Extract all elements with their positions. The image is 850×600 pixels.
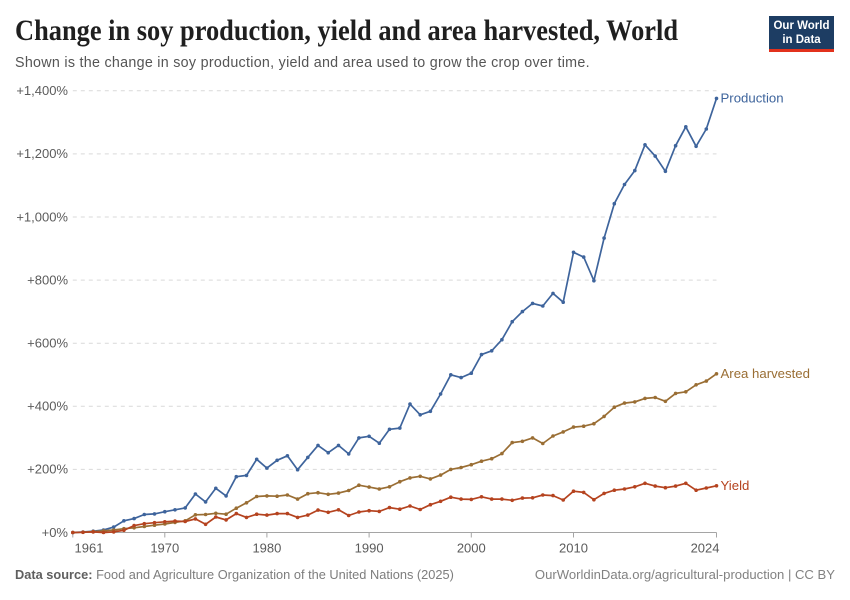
svg-text:Area harvested: Area harvested xyxy=(721,366,810,381)
svg-text:Yield: Yield xyxy=(721,478,750,493)
svg-text:1990: 1990 xyxy=(355,541,384,556)
svg-text:+400%: +400% xyxy=(27,399,68,414)
svg-text:+1,200%: +1,200% xyxy=(16,146,68,161)
svg-text:+1,400%: +1,400% xyxy=(16,83,68,98)
svg-text:+0%: +0% xyxy=(42,525,69,540)
svg-text:1980: 1980 xyxy=(252,541,281,556)
svg-text:1970: 1970 xyxy=(150,541,179,556)
svg-text:+800%: +800% xyxy=(27,272,68,287)
svg-text:+600%: +600% xyxy=(27,336,68,351)
svg-text:1961: 1961 xyxy=(75,541,104,556)
svg-text:+1,000%: +1,000% xyxy=(16,209,68,224)
svg-text:2000: 2000 xyxy=(457,541,486,556)
svg-text:Production: Production xyxy=(721,91,784,106)
svg-text:2010: 2010 xyxy=(559,541,588,556)
svg-text:+200%: +200% xyxy=(27,462,68,477)
svg-text:2024: 2024 xyxy=(691,541,720,556)
